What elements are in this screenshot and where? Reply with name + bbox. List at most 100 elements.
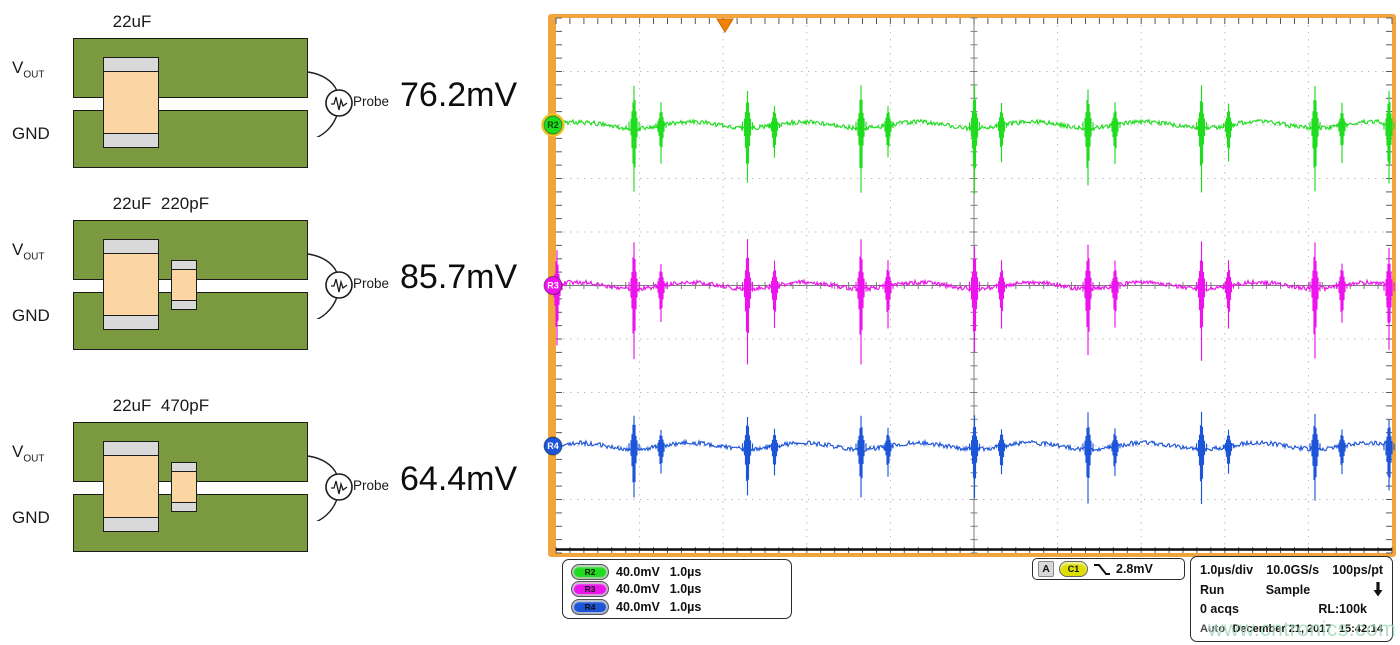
probe-connection-drawing [307,455,353,521]
capacitor-terminal [171,260,197,270]
channel-readout-row-r2[interactable]: R2 40.0mV 1.0µs [571,563,783,580]
channel-readout-row-r3[interactable]: R3 40.0mV 1.0µs [571,581,783,597]
capacitor-body [171,472,197,502]
channel-readout-row-r4[interactable]: R4 40.0mV 1.0µs [571,598,783,615]
oscilloscope-waveform-plot: R2 R3 R4 [541,17,1395,554]
small-capacitor [171,462,197,512]
bulk-capacitor [103,441,159,532]
channel-badge-r4[interactable]: R4 [571,598,609,615]
gnd-label: GND [12,306,50,325]
channel-scales-r2: 40.0mV 1.0µs [616,564,702,579]
vout-main: V [12,240,24,259]
probe-connection-drawing [307,71,353,137]
capacitor-terminal [171,462,197,472]
probe-label: Probe [353,276,390,291]
capacitor-terminal [171,502,197,512]
timebase-row: 1.0µs/div 10.0GS/s 100ps/pt [1200,561,1383,579]
waveform-icon [331,278,348,293]
channel-scales-r3: 40.0mV 1.0µs [616,582,702,596]
capacitor-terminal [103,441,159,456]
capacitor-value-label: 22uF [112,396,152,415]
svg-text:R3: R3 [547,281,559,291]
run-state: Run [1200,582,1225,597]
vout-label: VOUT [12,240,44,262]
acquisitions-count: 0 acqs [1200,602,1239,617]
probe-lead-top [307,71,338,92]
gnd-label: GND [12,508,50,527]
channel-marker-r3[interactable]: R3 [543,276,563,295]
channel-marker-r4[interactable]: R4 [543,436,563,456]
svg-text:R2: R2 [547,120,559,130]
svg-text:R4: R4 [547,441,559,451]
waveform-trace-r2 [555,84,1395,195]
waveform-icon [331,480,348,495]
acquisition-status-box[interactable]: 1.0µs/div 10.0GS/s 100ps/pt Run Sample 0… [1190,556,1393,642]
capacitor-terminal [103,517,159,532]
measurement-value: 85.7mV [400,258,518,296]
vout-main: V [12,442,24,461]
probe-symbol-circle [325,271,353,299]
resolution-value: 100ps/pt [1332,563,1383,577]
watermark: www.cntronics.com [1208,618,1397,641]
capacitor-body [103,72,159,133]
capacitor-terminal [171,300,197,310]
pcb-diagram-2: 22uF 220pF VOUT GND Probe [8,194,548,360]
probe-symbol-circle [325,473,353,501]
measurement-value: 76.2mV [400,76,518,114]
vout-main: V [12,58,24,77]
channel-marker-r2[interactable]: R2 [541,113,565,137]
capacitor-body [103,254,159,315]
oscilloscope-screen-frame: R2 R3 R4 [541,14,1396,557]
probe-label: Probe [353,478,390,493]
capacitor-value-label: 22uF [112,12,152,31]
capacitor-terminal [103,239,159,254]
trigger-bus-badge[interactable]: A [1038,561,1054,577]
probe-lead-top [307,253,338,274]
trigger-source-badge[interactable]: C1 [1059,561,1088,577]
waveform-trace-r4 [555,411,1395,505]
vout-label: VOUT [12,442,44,464]
probe-lead-top [307,455,338,476]
date-value: December 21, 2017 [1232,622,1332,635]
probe-connection-drawing [307,253,353,319]
capacitor-body [171,270,197,300]
channel-badge-r3[interactable]: R3 [571,581,609,597]
pcb-diagram-1: 22uF VOUT GND Probe 76. [8,12,548,178]
trigger-readout-box[interactable]: A C1 2.8mV [1032,558,1185,580]
probe-symbol-circle [325,89,353,117]
measurement-value: 64.4mV [400,460,518,498]
bulk-capacitor [103,57,159,148]
probe-lead-bottom [315,114,338,137]
gnd-label: GND [12,124,50,143]
sample-rate-value: 10.0GS/s [1266,563,1320,577]
trigger-level-value: 2.8mV [1116,562,1153,576]
waveform-trace-r3 [551,239,1395,365]
probe-lead-bottom [315,296,338,319]
probe-label: Probe [353,94,390,109]
time-value: 15:42:14 [1338,622,1383,635]
vout-sub: OUT [23,69,45,81]
vout-sub: OUT [23,251,45,263]
acquisitions-row: 0 acqs RL:100k [1200,600,1383,618]
capacitor-terminal [103,57,159,72]
capacitor-value-label: 22uF [112,194,152,213]
channel-scale-readout-box[interactable]: R2 40.0mV 1.0µs R3 40.0mV 1.0µs R4 40.0mV 1… [562,559,792,619]
vout-sub: OUT [23,453,45,465]
trigger-position-marker[interactable] [716,18,734,33]
trigger-mode: Auto [1200,622,1226,635]
capacitor-terminal [103,315,159,330]
probe-lead-bottom [315,498,338,521]
capacitor2-value-label: 470pF [160,396,210,415]
capacitor-terminal [103,133,159,148]
capacitor-body [103,456,159,517]
acquisition-mode: Sample [1265,582,1311,597]
channel-badge-r2[interactable]: R2 [571,563,609,580]
record-length: RL:100k [1318,602,1367,617]
timebase-value: 1.0µs/div [1200,563,1254,577]
pcb-diagram-3: 22uF 470pF VOUT GND Probe [8,396,548,562]
falling-edge-icon [1094,564,1110,575]
bulk-capacitor [103,239,159,330]
run-state-row: Run Sample [1200,581,1383,599]
capacitor2-value-label: 220pF [160,194,210,213]
